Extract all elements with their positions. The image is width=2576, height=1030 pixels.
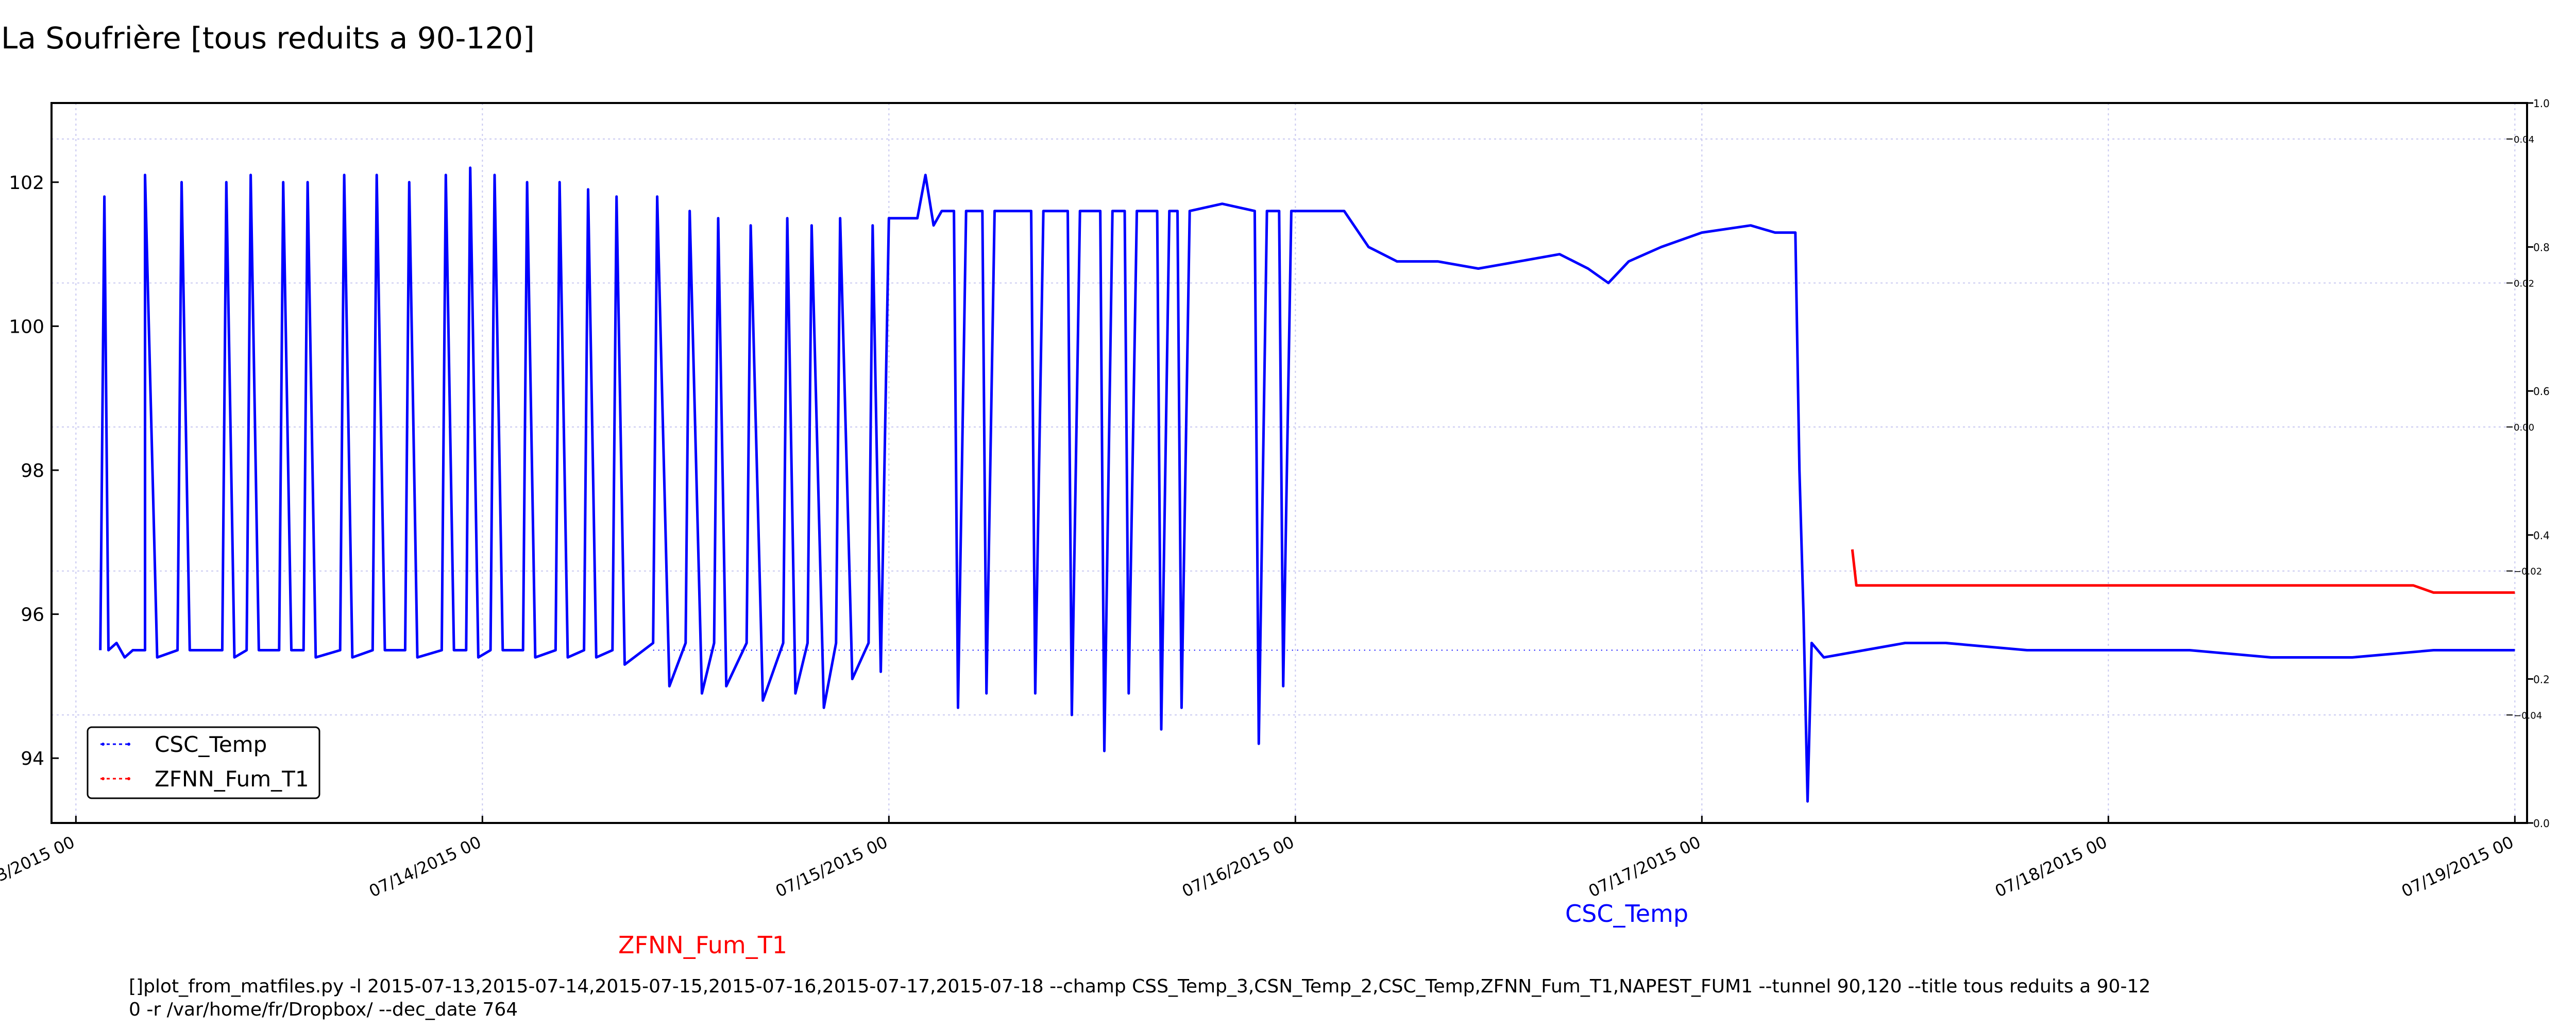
series-csc-temp: [99, 166, 2515, 803]
y-right-tick-label: 0.2: [2533, 673, 2550, 685]
y-tick-label: 94: [21, 748, 44, 769]
zfnn-caption: ZFNN_Fum_T1: [618, 931, 788, 959]
y-right-tick-label: 0.8: [2533, 242, 2550, 254]
legend-label-csc: CSC_Temp: [155, 732, 267, 757]
y-tick-label: 98: [21, 460, 44, 482]
y-right-tick-label: 0.4: [2533, 529, 2550, 542]
series-zfnn-fum-t1: [1851, 549, 2515, 594]
y-tick-label: 96: [21, 605, 44, 626]
y-axis-right-inner: −0.04 −0.02 0.00 0.02 0.04: [2506, 134, 2542, 721]
y-tick-label: 102: [9, 173, 44, 194]
x-tick-label: 07/17/2015 00: [1585, 832, 1703, 901]
command-line-1: []plot_from_matfiles.py -l 2015-07-13,20…: [129, 976, 2151, 997]
legend: CSC_Temp ZFNN_Fum_T1: [87, 726, 320, 799]
y-inner-tick-label: 0.02: [2514, 279, 2534, 289]
x-tick-label: 07/16/2015 00: [1179, 832, 1297, 901]
y-right-tick-label: 0.6: [2533, 385, 2550, 398]
x-tick-label: 07/14/2015 00: [366, 832, 484, 901]
y-tick-label: 100: [9, 316, 44, 337]
legend-label-zfnn: ZFNN_Fum_T1: [155, 766, 309, 792]
x-axis: 07/13/2015 00 07/14/2015 00 07/15/2015 00 0…: [0, 816, 2517, 901]
chart-title: La Soufrière [tous reduits a 90-120]: [1, 21, 535, 56]
y-inner-tick-label: −0.02: [2514, 566, 2542, 577]
y-axis-left: 94 96 98 100 102: [9, 173, 59, 769]
command-line: []plot_from_matfiles.py -l 2015-07-13,20…: [129, 975, 2150, 1021]
x-tick-label: 07/13/2015 00: [0, 832, 78, 901]
y-right-tick-label: 0.0: [2533, 817, 2550, 830]
x-tick-label: 07/19/2015 00: [2398, 832, 2516, 901]
y-inner-tick-label: 0.04: [2514, 134, 2534, 145]
x-tick-label: 07/15/2015 00: [772, 832, 890, 901]
x-tick-label: 07/18/2015 00: [1992, 832, 2110, 901]
command-line-2: 0 -r /var/home/fr/Dropbox/ --dec_date 76…: [129, 999, 518, 1020]
y-inner-tick-label: −0.04: [2514, 710, 2542, 721]
y-axis-right-outer: 0.0 0.2 0.4 0.6 0.8 1.0: [2527, 97, 2550, 830]
grid-lines: [52, 103, 2527, 823]
axes-frame: [50, 102, 2528, 824]
y-inner-tick-label: 0.00: [2514, 422, 2534, 433]
legend-box: [87, 726, 320, 799]
y-right-tick-label: 1.0: [2533, 97, 2550, 110]
csc-caption: CSC_Temp: [1565, 900, 1689, 928]
series-layer: [99, 166, 2515, 803]
